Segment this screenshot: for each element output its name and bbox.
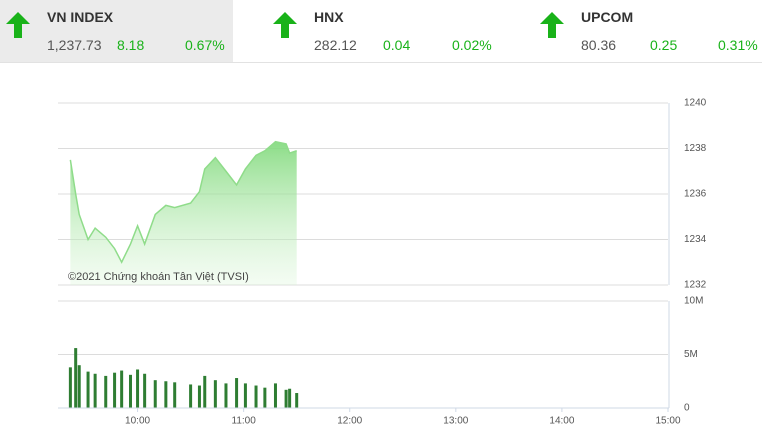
index-tile[interactable]: UPCOM 80.36 0.25 0.31%: [534, 0, 762, 62]
y-tick-label: 0: [684, 403, 690, 414]
divider: [0, 62, 762, 63]
x-tick-label: 14:00: [549, 416, 574, 427]
volume-bar: [93, 373, 97, 408]
volume-bar: [128, 374, 132, 408]
index-name: HNX: [314, 9, 344, 25]
up-arrow: [6, 12, 30, 38]
copyright-note: ©2021 Chứng khoán Tân Việt (TVSI): [68, 271, 249, 283]
x-tick-label: 15:00: [655, 416, 680, 427]
volume-bar: [143, 373, 147, 408]
volume-bar: [104, 375, 108, 408]
volume-bar: [68, 367, 72, 408]
index-value: 80.36: [581, 37, 617, 53]
index-percent: 0.31%: [718, 37, 758, 53]
volume-bar: [295, 393, 299, 408]
x-tick-label: 13:00: [443, 416, 468, 427]
volume-bar: [189, 384, 193, 408]
volume-bar: [153, 380, 157, 408]
volume-bar: [120, 370, 124, 408]
y-tick-label: 1236: [684, 189, 707, 200]
y-tick-label: 1238: [684, 143, 707, 154]
volume-bar: [86, 371, 90, 408]
index-percent: 0.02%: [452, 37, 492, 53]
volume-bar: [74, 348, 78, 408]
y-tick-label: 1232: [684, 280, 707, 291]
volume-bar: [288, 388, 292, 408]
index-percent: 0.67%: [185, 37, 225, 53]
y-tick-label: 5M: [684, 349, 698, 360]
volume-bar: [164, 381, 168, 408]
x-tick-label: 11:00: [232, 416, 257, 427]
index-change: 8.18: [117, 37, 145, 53]
volume-bar: [173, 382, 177, 408]
index-change: 0.25: [650, 37, 678, 53]
index-name: UPCOM: [581, 9, 634, 25]
volume-bar: [203, 375, 207, 408]
y-tick-label: 10M: [684, 296, 703, 307]
x-tick-label: 12:00: [337, 416, 362, 427]
up-arrow: [273, 12, 297, 38]
volume-bar: [136, 369, 140, 408]
volume-bar: [273, 383, 277, 408]
y-tick-label: 1234: [684, 234, 707, 245]
volume-bar: [284, 389, 288, 408]
volume-bar: [113, 372, 117, 408]
volume-bar: [254, 385, 258, 408]
volume-bar: [243, 383, 247, 408]
volume-bar: [213, 380, 217, 408]
index-name: VN INDEX: [47, 9, 114, 25]
index-value: 1,237.73: [47, 37, 102, 53]
y-tick-label: 1240: [684, 98, 707, 109]
up-arrow: [540, 12, 564, 38]
index-value: 282.12: [314, 37, 357, 53]
volume-bar: [224, 383, 228, 408]
index-tile[interactable]: VN INDEX 1,237.73 8.18 0.67%: [0, 0, 233, 62]
price-line: [69, 140, 297, 264]
volume-bar: [263, 387, 267, 408]
volume-bar: [235, 378, 239, 408]
area-fill: [70, 141, 297, 285]
index-tile[interactable]: HNX 282.12 0.04 0.02%: [267, 0, 500, 62]
volume-bar: [197, 385, 201, 408]
volume-bar: [77, 365, 81, 408]
x-tick-label: 10:00: [125, 416, 150, 427]
index-change: 0.04: [383, 37, 411, 53]
